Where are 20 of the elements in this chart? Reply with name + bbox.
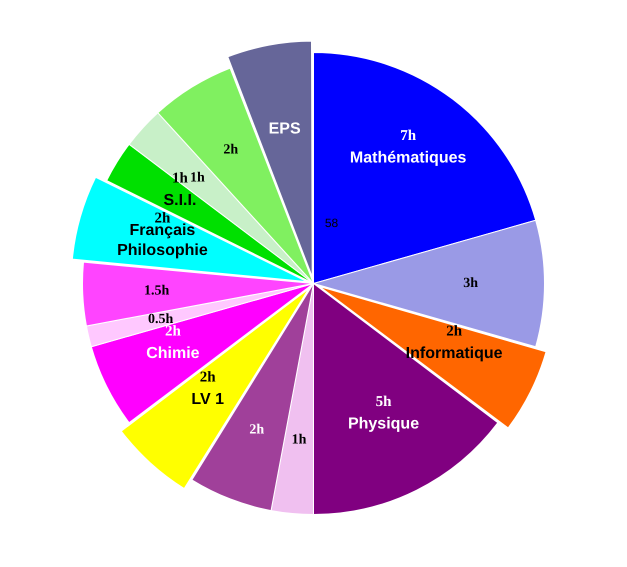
data-label: 2h	[446, 323, 463, 340]
data-label: 2h	[223, 142, 238, 158]
data-label: 2h	[249, 422, 264, 438]
slice-label: Informatique	[406, 344, 503, 362]
slice-label: Mathématiques	[350, 150, 466, 167]
slice-label: LV 1	[191, 390, 224, 408]
data-label: 5h	[376, 394, 392, 410]
text: 58	[324, 216, 338, 230]
slice-label: Chimie	[146, 344, 200, 362]
slice-label: S.I.I.	[163, 192, 196, 210]
data-label: 1h	[292, 432, 307, 448]
data-label: 1h	[172, 170, 189, 187]
data-label: 2h	[164, 323, 182, 340]
slice-label: EPS	[268, 120, 301, 138]
data-label: 2h	[200, 369, 216, 386]
data-label: 1.5h	[144, 283, 170, 298]
data-label: 1h	[190, 170, 206, 186]
data-label: 7h	[400, 128, 417, 144]
data-label: 3h	[463, 276, 478, 292]
slice-label: Physique	[348, 416, 420, 433]
